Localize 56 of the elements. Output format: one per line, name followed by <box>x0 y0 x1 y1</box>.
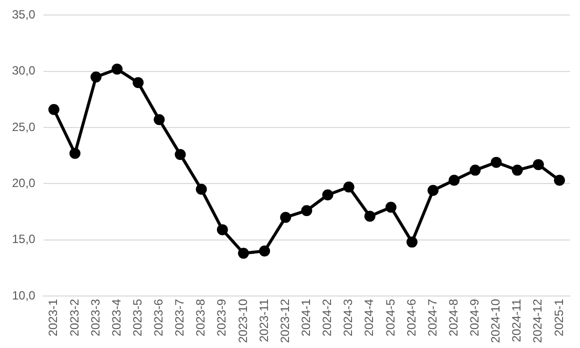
x-tick-label: 2025-1 <box>552 298 566 336</box>
point <box>259 246 270 257</box>
point <box>196 184 207 195</box>
point <box>322 189 334 200</box>
point <box>490 156 502 168</box>
x-tick-label: 2024-10 <box>488 298 503 344</box>
point <box>238 248 249 259</box>
x-tick-label: 2024-12 <box>530 298 545 344</box>
point <box>90 71 102 82</box>
x-tick-label: 2023-6 <box>152 298 166 336</box>
point <box>154 114 165 126</box>
point <box>512 164 523 176</box>
point <box>428 184 439 196</box>
y-tick-label: 30,0 <box>12 64 36 78</box>
x-tick-label: 2023-12 <box>278 298 292 344</box>
y-tick-label: 15,0 <box>12 232 36 246</box>
point <box>69 148 80 159</box>
point <box>448 174 460 186</box>
point <box>343 182 354 193</box>
x-tick-label: 2023-2 <box>67 298 82 336</box>
x-tick-label: 2023-11 <box>256 298 271 342</box>
x-tick-label: 2024-11 <box>510 298 524 342</box>
point <box>174 148 186 160</box>
point <box>364 210 376 222</box>
x-tick-label: 2024-3 <box>341 298 356 336</box>
y-tick-label: 20,0 <box>12 176 36 190</box>
x-tick-label: 2024-8 <box>446 298 460 336</box>
y-tick-label: 25,0 <box>12 120 36 134</box>
point <box>216 224 228 236</box>
x-tick-label: 2023-9 <box>214 298 229 336</box>
x-tick-label: 2024-1 <box>298 298 313 336</box>
point <box>532 159 544 170</box>
y-tick-label: 10,0 <box>12 288 36 302</box>
x-tick-label: 2024-7 <box>425 298 440 336</box>
x-tick-label: 2024-6 <box>404 298 418 336</box>
x-tick-label: 2023-10 <box>236 298 250 344</box>
point <box>112 64 123 75</box>
point <box>301 205 312 216</box>
x-tick-label: 2023-7 <box>172 298 187 336</box>
y-tick-label: 35,0 <box>12 8 36 22</box>
x-tick-label: 2024-2 <box>320 298 334 336</box>
point <box>554 174 565 186</box>
x-tick-label: 2023-1 <box>46 298 60 336</box>
x-tick-label: 2023-5 <box>130 298 144 336</box>
point <box>470 164 481 176</box>
x-tick-label: 2023-8 <box>194 298 208 336</box>
x-tick-label: 2024-4 <box>362 298 376 336</box>
x-tick-label: 2024-9 <box>468 298 482 336</box>
x-tick-label: 2023-4 <box>109 298 124 336</box>
x-tick-label: 2023-3 <box>88 298 102 336</box>
point <box>406 236 418 248</box>
point <box>132 77 144 88</box>
x-tick-label: 2024-5 <box>383 298 398 336</box>
point <box>385 202 396 213</box>
point <box>280 212 292 223</box>
point <box>48 104 60 116</box>
